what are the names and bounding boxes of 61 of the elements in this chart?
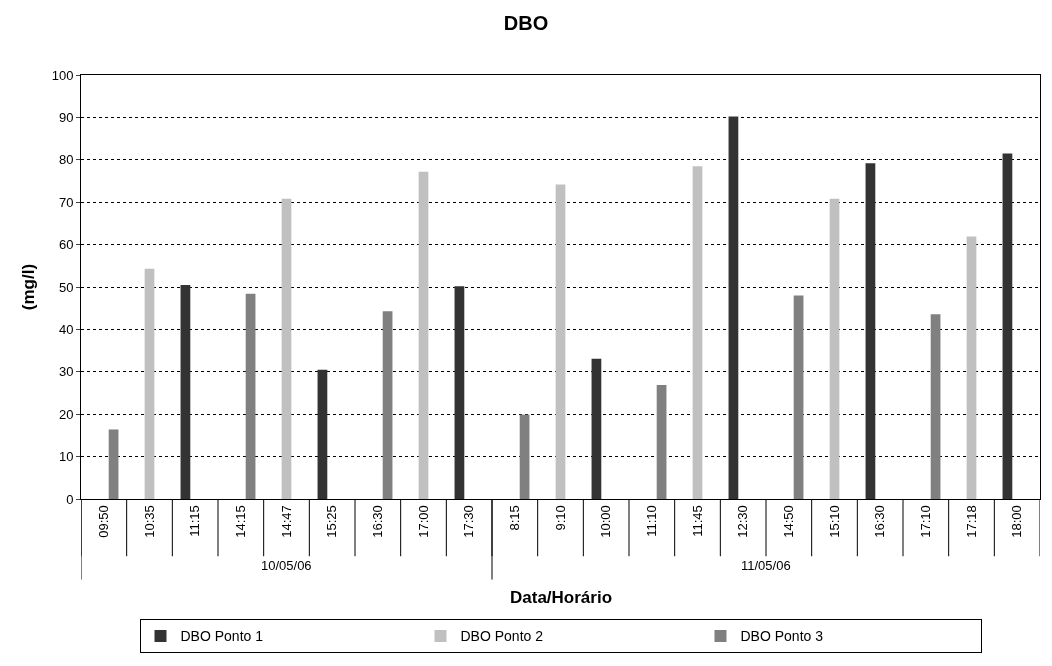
bar [317, 369, 328, 499]
y-tick-label: 20 [58, 406, 74, 422]
y-axis-title: (mg/l) [19, 263, 39, 311]
bar [382, 311, 393, 499]
chart-title: DBO [503, 12, 549, 35]
x-tick-label: 10:35 [141, 505, 157, 538]
x-tick-label: 14:15 [233, 505, 249, 538]
x-tick-label: 17:10 [918, 505, 934, 538]
y-tick-label: 60 [58, 237, 74, 253]
bar [829, 198, 840, 499]
x-axis-title: Data/Horário [510, 588, 613, 607]
text: 11/05/06 [741, 558, 791, 573]
legend-label: DBO Ponto 1 [180, 628, 264, 645]
x-tick-label: 11:45 [689, 505, 705, 537]
bar [793, 295, 804, 499]
x-tick-label: 17:18 [963, 505, 979, 538]
x-tick-label: 11:10 [644, 505, 660, 537]
y-tick-label: 80 [58, 152, 74, 168]
x-tick-label: 12:30 [735, 505, 751, 538]
bar [728, 116, 739, 499]
bar [930, 314, 941, 499]
y-tick-label: 70 [58, 194, 74, 210]
x-tick-label: 14:50 [781, 505, 797, 538]
x-tick-label: 11:15 [187, 505, 203, 537]
y-tick-label: 100 [51, 67, 74, 83]
bar [1002, 153, 1013, 499]
x-tick-label: 17:00 [415, 505, 431, 538]
x-tick-label: 16:30 [872, 505, 888, 538]
x-tick-label: 14:47 [278, 505, 294, 538]
x-tick-label: 18:00 [1009, 505, 1025, 538]
bar [591, 358, 602, 499]
x-tick-label: 15:25 [324, 505, 340, 538]
x-tick-label: 17:30 [461, 505, 477, 538]
bar [865, 163, 876, 499]
legend-label: DBO Ponto 3 [740, 628, 824, 645]
x-tick-label: 9:10 [552, 505, 568, 531]
x-tick-label: 8:15 [507, 505, 523, 531]
y-tick-label: 90 [58, 109, 74, 125]
bar [245, 293, 256, 499]
x-tick-label: 09:50 [96, 505, 112, 538]
bar [418, 171, 429, 499]
bar [454, 286, 465, 499]
bar [281, 198, 292, 499]
bar [555, 184, 566, 499]
bar [656, 384, 667, 499]
legend-label: DBO Ponto 2 [460, 628, 544, 645]
bar [108, 429, 119, 499]
bar [144, 268, 155, 499]
bar [519, 414, 530, 499]
bar [966, 236, 977, 499]
y-tick-label: 0 [66, 491, 74, 507]
x-tick-label: 16:30 [370, 505, 386, 538]
x-tick-label: 15:10 [826, 505, 842, 538]
y-tick-label: 10 [58, 449, 74, 465]
text: 10/05/06 [261, 558, 312, 573]
x-tick-label: 10:00 [598, 505, 614, 538]
bar [692, 166, 703, 499]
y-tick-label: 50 [58, 279, 74, 295]
y-tick-label: 30 [58, 364, 74, 380]
y-tick-label: 40 [58, 321, 74, 337]
bar [180, 284, 191, 499]
